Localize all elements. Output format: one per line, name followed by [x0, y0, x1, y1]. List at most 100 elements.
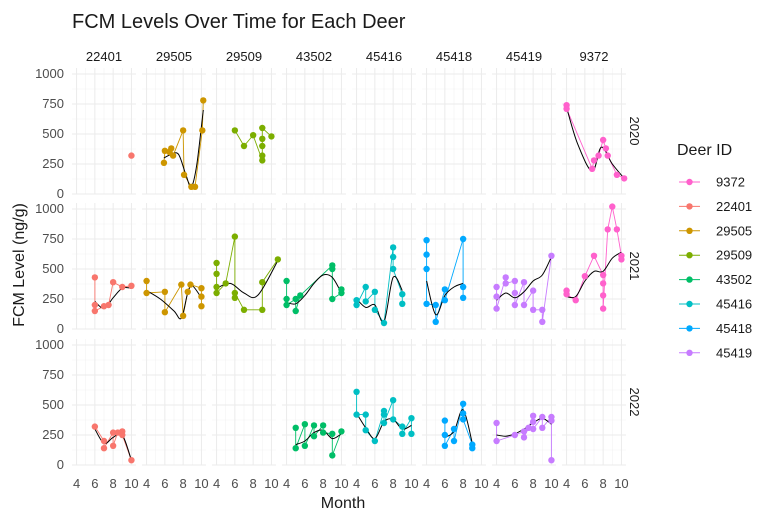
- data-point: [319, 422, 327, 429]
- data-point: [423, 237, 430, 244]
- facet-row-label: 2022: [627, 388, 642, 417]
- series-9372-2020: [563, 102, 628, 182]
- facet-panel: [72, 203, 136, 330]
- x-tick-label: 6: [161, 476, 168, 491]
- data-point: [91, 307, 99, 315]
- legend-label: 22401: [716, 199, 752, 214]
- facet-panel: [352, 68, 416, 195]
- facet-panel: [562, 203, 626, 330]
- data-point: [520, 279, 528, 286]
- data-point: [595, 152, 602, 159]
- data-point: [590, 252, 598, 259]
- x-tick-label: 4: [493, 476, 500, 491]
- data-point: [362, 298, 369, 305]
- x-tick-label: 6: [441, 476, 448, 491]
- facet-panel: [212, 68, 276, 195]
- data-point: [613, 171, 621, 178]
- trend-line: [286, 274, 342, 305]
- data-point: [274, 256, 282, 263]
- data-point: [588, 165, 596, 172]
- facet-column-label: 29509: [226, 49, 262, 64]
- data-point: [179, 312, 187, 319]
- data-point: [604, 152, 611, 159]
- x-tick-label: 10: [264, 476, 278, 491]
- facet-panel: [492, 339, 556, 466]
- x-tick-label: 4: [353, 476, 360, 491]
- data-point: [441, 286, 449, 293]
- legend-item: 45418: [679, 321, 752, 336]
- data-point: [231, 289, 239, 297]
- data-point: [459, 294, 467, 301]
- data-point: [353, 301, 360, 309]
- y-tick-label: 1000: [35, 201, 64, 216]
- data-point: [539, 424, 546, 431]
- data-point: [338, 286, 345, 293]
- y-tick-label: 1000: [35, 66, 64, 81]
- facet-grid: 22401 29505 29509 43502 45416 45418 45419 9372 2…: [35, 49, 642, 491]
- trend-line: [356, 275, 403, 323]
- data-point: [259, 135, 266, 142]
- data-point: [109, 279, 117, 286]
- x-tick-label: 4: [283, 476, 290, 491]
- series-45418-2022: [441, 400, 476, 452]
- x-tick-label: 8: [250, 476, 257, 491]
- series-29505-2020: [160, 97, 207, 190]
- data-point: [91, 301, 99, 309]
- data-point: [283, 295, 290, 303]
- data-point: [198, 285, 205, 292]
- y-tick-label: 250: [42, 291, 64, 306]
- data-point: [178, 281, 185, 288]
- legend: 9372 22401 29505 29509 43502 45416 45418 45419: [679, 175, 752, 360]
- data-point: [539, 306, 546, 313]
- series-22401-2020: [128, 152, 135, 159]
- data-point: [371, 288, 379, 295]
- data-point: [119, 283, 126, 291]
- facet-panel: [282, 68, 346, 195]
- data-point: [292, 295, 299, 303]
- y-axis-title: FCM Level (ng/g): [11, 203, 28, 327]
- data-point: [329, 452, 336, 459]
- series-45419-2022: [493, 412, 555, 464]
- legend-key-point: [686, 252, 693, 259]
- legend-label: 45416: [716, 297, 752, 312]
- data-point: [441, 442, 449, 449]
- data-point: [199, 127, 206, 134]
- data-point: [180, 171, 188, 178]
- data-point: [169, 152, 177, 159]
- legend-label: 43502: [716, 272, 752, 287]
- data-point: [259, 124, 266, 132]
- facet-column-label: 45419: [506, 49, 542, 64]
- data-point: [599, 292, 607, 299]
- x-tick-label: 8: [180, 476, 187, 491]
- x-tick-label: 10: [124, 476, 138, 491]
- data-point: [213, 270, 220, 277]
- data-point: [198, 303, 205, 310]
- data-point: [231, 233, 239, 240]
- data-point: [581, 273, 589, 280]
- series-45418-2021: [423, 235, 467, 325]
- data-point: [548, 457, 555, 464]
- facet-panel: [352, 203, 416, 330]
- data-point: [161, 309, 169, 316]
- series-29509-2021: [213, 233, 282, 313]
- y-tick-label: 500: [42, 397, 64, 412]
- legend-label: 29505: [716, 223, 752, 238]
- facet-panel: [142, 203, 206, 330]
- data-point: [160, 159, 168, 166]
- x-tick-label: 8: [530, 476, 537, 491]
- series-45419-2021: [493, 252, 555, 325]
- data-point: [520, 428, 528, 435]
- data-point: [502, 274, 509, 281]
- x-tick-label: 10: [334, 476, 348, 491]
- data-point: [572, 297, 579, 304]
- data-point: [259, 152, 266, 159]
- data-point: [371, 437, 379, 445]
- data-point: [408, 430, 415, 437]
- data-point: [184, 288, 191, 295]
- data-point: [493, 293, 500, 300]
- data-point: [231, 294, 239, 301]
- data-point: [548, 252, 555, 259]
- x-tick-label: 10: [614, 476, 628, 491]
- data-point: [441, 297, 449, 304]
- data-point: [213, 289, 220, 297]
